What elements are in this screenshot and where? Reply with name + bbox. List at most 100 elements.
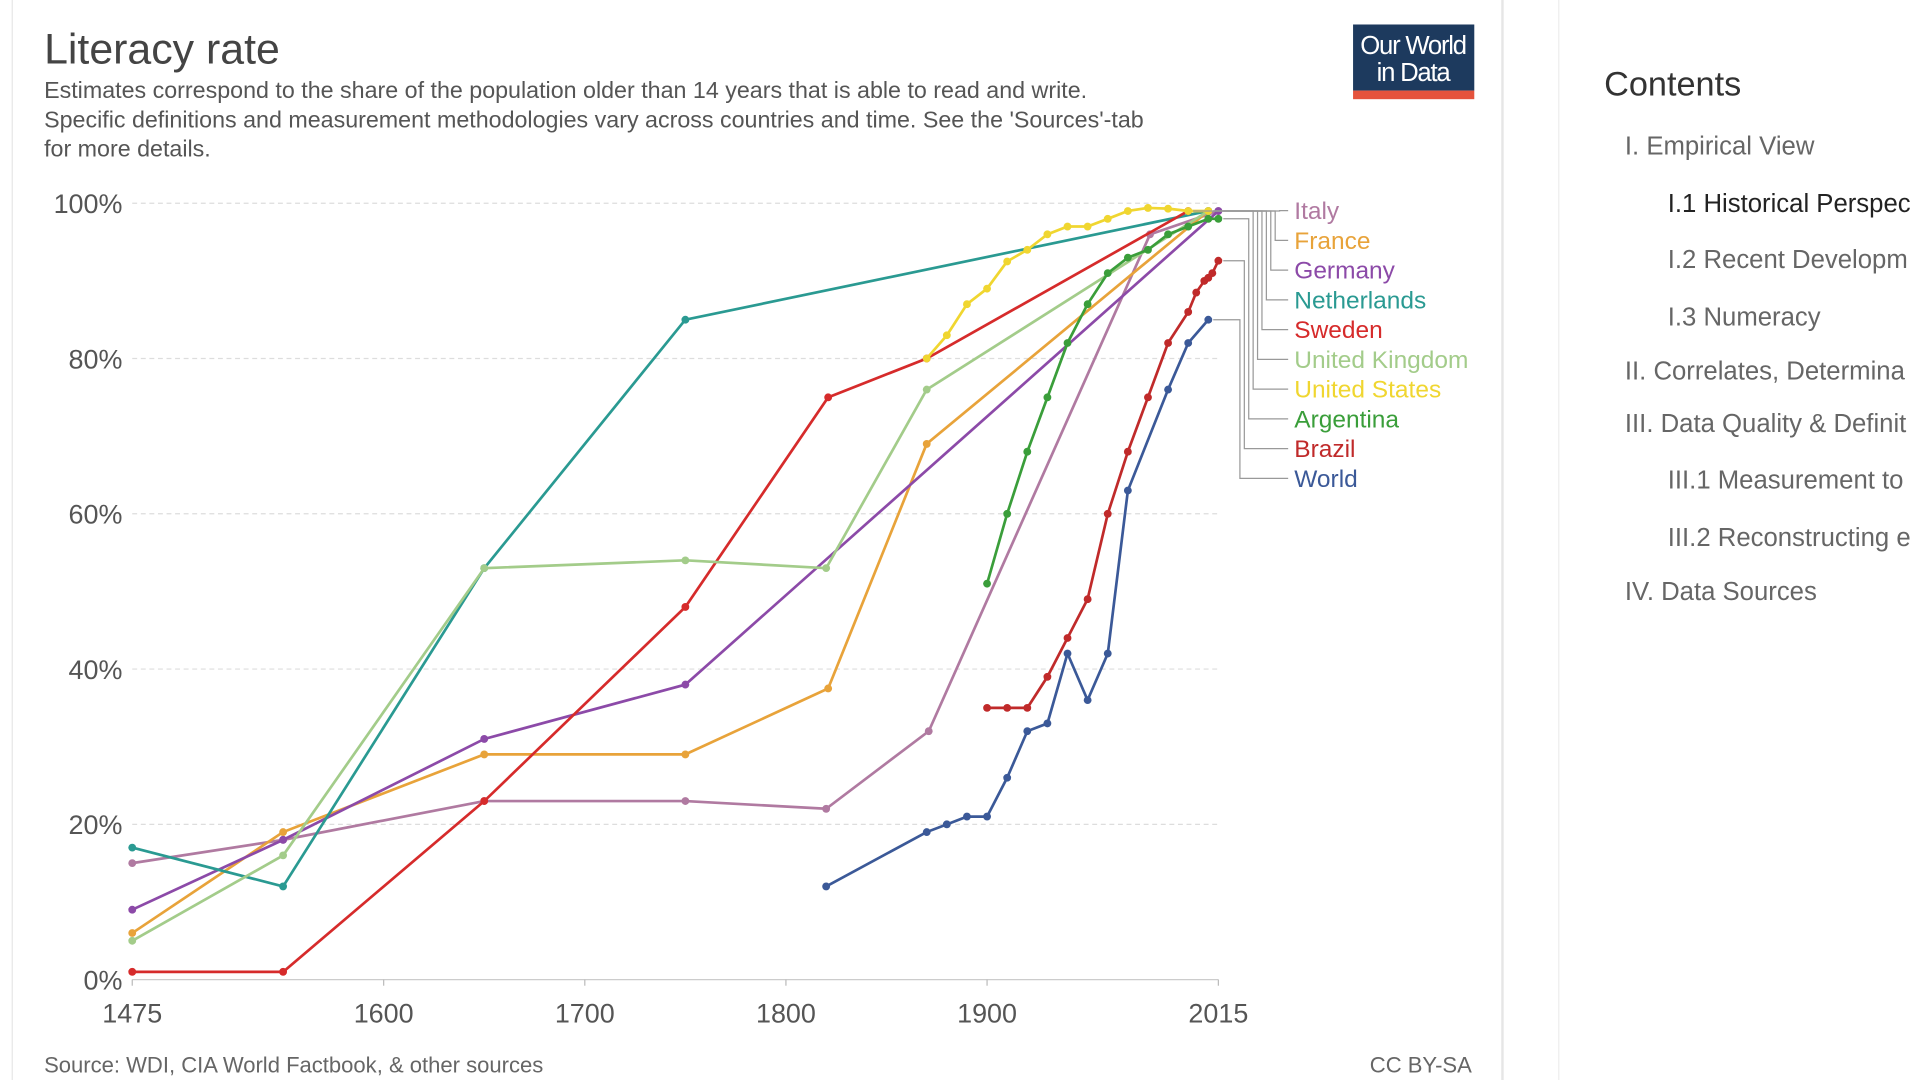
contents-item[interactable]: II. Correlates, Determina <box>1625 358 1906 386</box>
legend-label[interactable]: World <box>1294 466 1357 493</box>
data-point <box>1023 447 1032 456</box>
data-point <box>1164 339 1173 347</box>
logo-text: in Data <box>1377 59 1452 87</box>
legend-label[interactable]: United Kingdom <box>1294 347 1468 374</box>
contents-item[interactable]: I.1 Historical Perspec <box>1668 190 1911 218</box>
contents-item[interactable]: I.3 Numeracy <box>1668 304 1821 332</box>
data-point <box>1103 269 1112 278</box>
contents-item[interactable]: III.1 Measurement to <box>1668 467 1904 495</box>
plot: 0% 20% 40% 60% 80% 100% 1475 1600 1700 1800 1900 20… <box>54 189 1469 1028</box>
data-point <box>480 735 489 743</box>
data-point <box>1184 339 1193 347</box>
data-point <box>1214 256 1223 265</box>
contents-item[interactable]: I. Empirical View <box>1625 132 1815 160</box>
subtitle: Estimates correspond to the share of the… <box>44 77 1087 103</box>
legend-label[interactable]: Argentina <box>1294 406 1399 433</box>
data-point <box>824 393 833 402</box>
data-point <box>1063 222 1072 231</box>
data-point <box>922 440 931 448</box>
legend-connector <box>1223 218 1289 420</box>
data-point <box>822 882 831 891</box>
data-point <box>1043 230 1052 239</box>
data-point <box>822 804 831 813</box>
legend-label[interactable]: Brazil <box>1294 436 1355 463</box>
source: Source: WDI, CIA World Factbook, & other… <box>44 1053 543 1078</box>
legend-connector <box>1223 260 1289 450</box>
data-point <box>279 882 288 891</box>
data-point <box>1164 385 1173 394</box>
y-tick-label: 60% <box>69 500 123 530</box>
legend-label[interactable]: Germany <box>1294 258 1395 285</box>
data-point <box>1003 509 1012 518</box>
data-point <box>1083 696 1092 705</box>
data-point <box>681 315 690 324</box>
data-point <box>128 936 137 945</box>
legend-label[interactable]: France <box>1294 228 1370 255</box>
contents-item[interactable]: I.2 Recent Developm <box>1668 246 1908 274</box>
y-tick-label: 20% <box>69 810 123 840</box>
legend-connector <box>1213 319 1289 480</box>
y-tick-label: 100% <box>54 189 123 219</box>
data-point <box>1192 288 1201 297</box>
data-point <box>480 750 489 759</box>
data-point <box>1123 207 1132 215</box>
data-point <box>1144 393 1152 402</box>
data-point <box>1083 300 1092 309</box>
data-point <box>1184 222 1193 231</box>
x-tick-label: 1475 <box>102 998 162 1028</box>
data-point <box>1184 207 1193 215</box>
legend-label[interactable]: United States <box>1294 377 1441 404</box>
data-point <box>1164 230 1173 239</box>
license: CC BY-SA <box>1370 1053 1472 1078</box>
data-point <box>1214 214 1223 223</box>
legend-label[interactable]: Netherlands <box>1294 287 1426 314</box>
data-point <box>128 929 137 937</box>
data-point <box>1184 308 1193 316</box>
legend-label[interactable]: Sweden <box>1294 317 1382 344</box>
data-point <box>128 905 137 914</box>
data-point <box>480 797 489 805</box>
logo <box>1353 24 1475 91</box>
data-point <box>1023 245 1032 254</box>
data-point <box>1063 649 1072 658</box>
data-point <box>681 603 690 611</box>
data-point <box>922 828 931 837</box>
data-point <box>983 703 991 712</box>
data-point <box>1063 634 1072 642</box>
contents-item[interactable]: III. Data Quality & Definit <box>1625 410 1906 438</box>
data-point <box>681 556 690 565</box>
x-tick-label: 2015 <box>1188 998 1248 1028</box>
legend-label[interactable]: Italy <box>1294 198 1340 225</box>
data-point <box>1103 214 1112 223</box>
data-point <box>1123 486 1132 495</box>
logo-text: Our World <box>1360 32 1466 60</box>
x-tick-label: 1700 <box>555 998 615 1028</box>
data-point <box>1023 727 1032 736</box>
data-point <box>1083 222 1092 231</box>
legend-connector <box>1213 210 1289 390</box>
subtitle: for more details. <box>44 136 211 162</box>
data-point <box>942 331 951 340</box>
data-point <box>983 579 991 588</box>
data-point <box>128 843 137 852</box>
contents-title: Contents <box>1604 66 1741 104</box>
chart-title: Literacy rate <box>44 26 280 74</box>
data-point <box>824 684 833 693</box>
data-point <box>128 967 137 976</box>
data-point <box>1103 509 1112 518</box>
x-tick-label: 1600 <box>354 998 414 1028</box>
y-tick-label: 0% <box>84 965 123 995</box>
data-point <box>1043 719 1052 728</box>
contents-item[interactable]: IV. Data Sources <box>1625 578 1817 606</box>
data-point <box>983 812 991 821</box>
data-point <box>1043 672 1052 681</box>
data-point <box>681 797 690 805</box>
data-point <box>1103 649 1112 658</box>
data-point <box>1164 204 1173 213</box>
contents-item[interactable]: III.2 Reconstructing e <box>1668 524 1911 552</box>
data-point <box>922 385 931 394</box>
data-point <box>1003 703 1012 712</box>
x-tick-label: 1900 <box>957 998 1017 1028</box>
data-point <box>1204 214 1213 223</box>
